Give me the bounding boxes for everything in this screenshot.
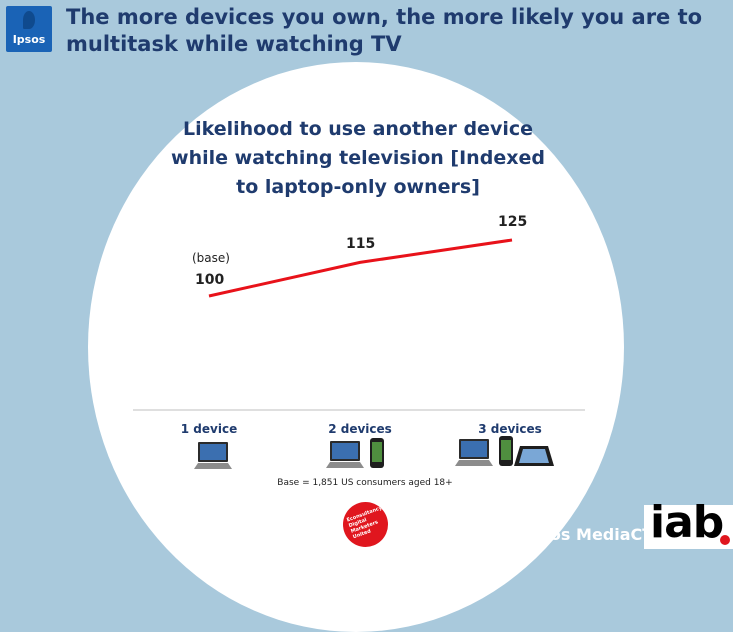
data-label-3: 125: [498, 214, 527, 230]
smartphone-icon: [499, 436, 513, 466]
x-tick-label-1: 1 device: [149, 422, 269, 436]
econsultancy-badge-text: Econsultancy Digital Marketers United: [346, 506, 388, 541]
data-label-1: 100: [195, 272, 224, 288]
laptop-icon: [326, 441, 364, 468]
tablet-icon: [514, 446, 554, 466]
laptop-icon: [194, 442, 232, 469]
iab-logo-text: iab: [650, 497, 723, 548]
iab-logo: iab: [644, 505, 733, 549]
econsultancy-badge: Econsultancy Digital Marketers United: [343, 502, 388, 547]
data-label-2: 115: [346, 236, 375, 252]
base-annotation: (base): [192, 251, 230, 265]
x-tick-label-3: 3 devices: [450, 422, 570, 436]
laptop-icon: [455, 439, 493, 466]
brand-name: Ipsos MediaCT: [523, 525, 653, 544]
iab-logo-dot: [720, 535, 730, 545]
footnote: Base = 1,851 US consumers aged 18+: [250, 478, 480, 488]
x-tick-label-2: 2 devices: [300, 422, 420, 436]
smartphone-icon: [370, 438, 384, 468]
line-chart: [0, 0, 733, 549]
